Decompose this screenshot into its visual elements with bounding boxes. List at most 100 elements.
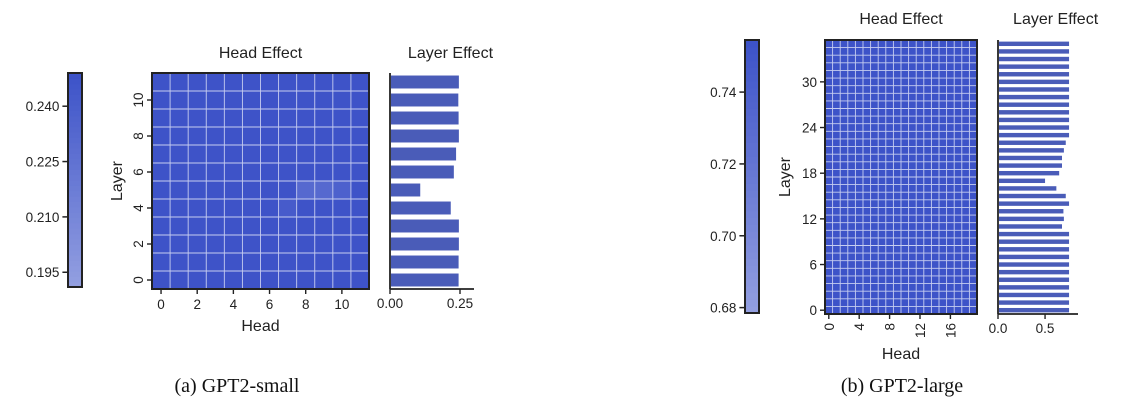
heatmap-cell <box>923 268 932 276</box>
heatmap-cell <box>870 108 879 117</box>
heatmap-cell <box>946 283 955 292</box>
heatmap-cell <box>840 70 848 79</box>
heatmap-cell <box>954 131 962 139</box>
heatmap-cell <box>840 268 848 276</box>
heatmap-cell <box>847 245 856 254</box>
heatmap-cell <box>916 169 924 177</box>
heatmap-cell <box>885 222 894 231</box>
heatmap-cell <box>908 237 917 246</box>
heatmap-cell <box>939 123 947 132</box>
heatmap-cell <box>969 245 977 254</box>
heatmap-cell <box>969 260 977 269</box>
heatmap-cell <box>923 237 932 246</box>
heatmap-cell <box>847 138 856 147</box>
heatmap-cell <box>908 222 917 231</box>
colorbar-gradient-step <box>745 162 759 171</box>
heatmap-cell <box>260 127 279 145</box>
heatmap-cell <box>224 73 243 91</box>
layer-effect-bar <box>999 87 1070 92</box>
heatmap-cell <box>242 127 261 145</box>
heatmap-y-tick-label: 6 <box>809 258 817 273</box>
heatmap-cell <box>350 127 369 145</box>
heatmap-cell <box>961 146 970 155</box>
heatmap-cell <box>961 161 970 170</box>
colorbar-gradient-step <box>745 278 759 287</box>
heatmap-cell <box>878 161 886 170</box>
head-effect-heatmap: Head Effect 0 4 8 12 16 0 6 12 18 24 30 Head Layer <box>777 11 978 363</box>
heatmap-cell <box>855 116 863 124</box>
heatmap-cell <box>923 215 932 223</box>
heatmap-cell <box>870 222 879 231</box>
heatmap-cell <box>961 93 970 101</box>
heatmap-cell <box>893 215 901 223</box>
heatmap-cell <box>939 215 947 223</box>
heatmap-cell <box>908 55 917 63</box>
heatmap-cell <box>152 217 171 235</box>
heatmap-cell <box>870 116 879 124</box>
heatmap-cell <box>847 253 856 261</box>
heatmap-cell <box>825 298 833 307</box>
heatmap-x-tick-label: 8 <box>883 323 898 331</box>
heatmap-cell <box>893 260 901 269</box>
heatmap-cell <box>923 116 932 124</box>
heatmap-cell <box>332 235 351 253</box>
colorbar-gradient-step <box>745 101 759 109</box>
heatmap-cell <box>863 184 871 193</box>
heatmap-y-tick-label: 0 <box>131 276 146 284</box>
heatmap-cell <box>901 123 909 132</box>
heatmap-cell <box>923 123 932 132</box>
heatmap-cell <box>946 177 955 185</box>
heatmap-cell <box>855 100 863 109</box>
colorbar-gradient-step <box>68 83 82 90</box>
heatmap-cell <box>832 93 841 101</box>
heatmap-cell <box>885 40 894 48</box>
heatmap-cell <box>878 260 886 269</box>
heatmap-cell <box>946 123 955 132</box>
heatmap-cell <box>825 138 833 147</box>
heatmap-cell <box>939 237 947 246</box>
heatmap-cell <box>908 146 917 155</box>
colorbar-gradient-step <box>745 292 759 300</box>
heatmap-cell <box>870 100 879 109</box>
layer-effect-bar <box>391 273 459 287</box>
heatmap-cell <box>961 192 970 200</box>
heatmap-cell <box>954 116 962 124</box>
heatmap-cell <box>901 93 909 101</box>
heatmap-cell <box>954 154 962 162</box>
heatmap-cell <box>825 40 833 48</box>
heatmap-frame <box>824 39 978 315</box>
colorbar-gradient-step <box>68 115 82 122</box>
heatmap-cell <box>855 237 863 246</box>
heatmap-cell <box>863 169 871 177</box>
heatmap-cell <box>188 127 207 145</box>
heatmap-cell <box>923 161 932 170</box>
colorbar-gradient-step <box>68 158 82 165</box>
heatmap-cell <box>863 306 871 314</box>
heatmap-cell <box>870 207 879 216</box>
colorbar-gradient-step <box>745 285 759 294</box>
heatmap-cell <box>855 161 863 170</box>
heatmap-cell <box>893 47 901 56</box>
colorbar-gradient-step <box>745 149 759 157</box>
heatmap-cell <box>855 62 863 71</box>
colorbar: 0.68 0.70 0.72 0.74 <box>710 39 760 316</box>
heatmap-cell <box>825 306 833 314</box>
heatmap-cell <box>832 116 841 124</box>
heatmap-cell <box>969 222 977 231</box>
heatmap-cell <box>870 154 879 162</box>
colorbar-gradient-step <box>68 249 82 256</box>
heatmap-cell <box>885 291 894 299</box>
heatmap-cell <box>916 207 924 216</box>
layer-effect-bar <box>999 163 1062 168</box>
heatmap-cell <box>954 253 962 261</box>
heatmap-cell <box>855 131 863 139</box>
heatmap-cell <box>242 73 261 91</box>
heatmap-cell <box>969 192 977 200</box>
heatmap-cell <box>946 260 955 269</box>
layer-effect-bar <box>391 219 459 233</box>
heatmap-cell <box>832 55 841 63</box>
bar-chart-x-tick-label: 0.00 <box>377 296 403 311</box>
heatmap-cell <box>908 245 917 254</box>
heatmap-cell <box>840 47 848 56</box>
heatmap-cell <box>908 169 917 177</box>
